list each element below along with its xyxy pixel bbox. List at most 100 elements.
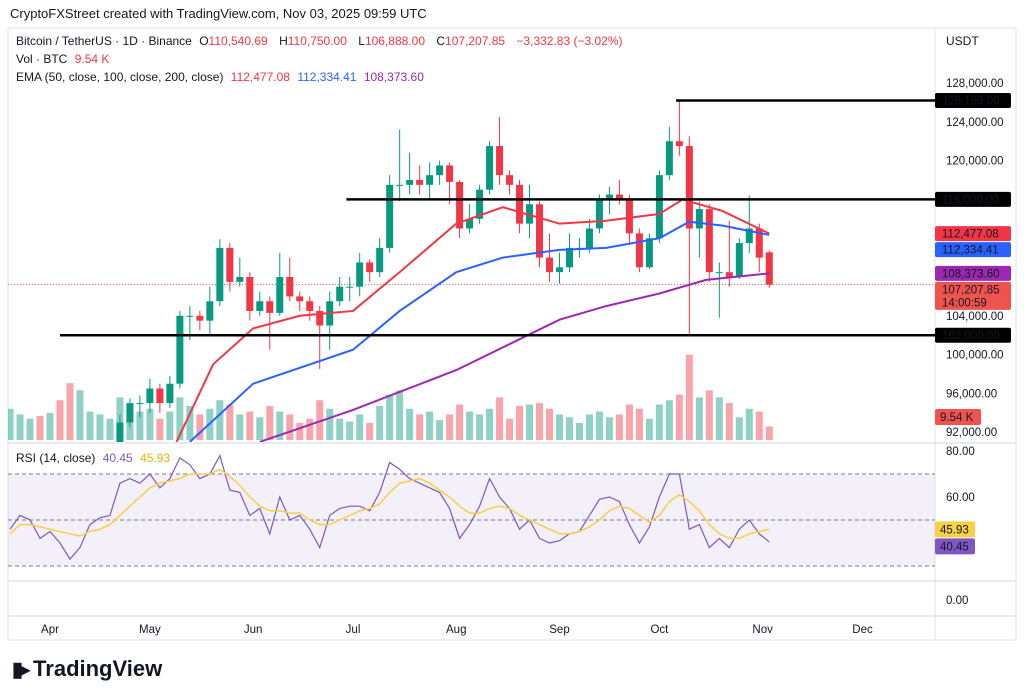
candle-body [705, 209, 713, 273]
volume-bar [146, 408, 154, 440]
symbol-legend: Bitcoin / TetherUS · 1D · Binance O110,5… [16, 34, 627, 48]
last-price-tag-bg [935, 281, 1011, 310]
volume-bar [436, 420, 444, 440]
rsi-ma-line [9, 468, 770, 540]
volume-bar [396, 390, 404, 440]
candle-body [406, 180, 414, 185]
candle-body [765, 252, 773, 285]
candle-body [206, 301, 214, 321]
candle-body [595, 199, 603, 229]
volume-bar [755, 411, 763, 440]
ema-price-tag-bg [935, 242, 1011, 258]
volume-bar [46, 413, 54, 440]
price-tick-label: 92,000.00 [946, 427, 997, 439]
chart-caption: CryptoFXStreet created with TradingView.… [10, 6, 427, 21]
ema-label[interactable]: EMA (50, close, 100, close, 200, close) [16, 70, 224, 84]
rsi-ma-tag-bg [935, 521, 975, 538]
candle-body [426, 175, 434, 185]
volume-bar [605, 417, 613, 440]
volume-bar [555, 414, 563, 440]
volume-bar [765, 426, 773, 440]
candle-body [316, 310, 324, 326]
candle-body [146, 388, 154, 404]
candle-body [635, 233, 643, 268]
open-label: O [199, 34, 209, 48]
level-price-tag-bg [935, 92, 1011, 108]
rsi-label[interactable]: RSI (14, close) [16, 451, 96, 465]
volume-bar [725, 403, 733, 440]
change-value: −3,332.83 (−3.02%) [516, 34, 623, 48]
high-value: 110,750.00 [287, 34, 347, 48]
candle-body [496, 146, 504, 176]
time-axis-label: Apr [41, 624, 59, 636]
currency-label[interactable]: USDT [946, 34, 979, 48]
volume-bar [226, 404, 234, 440]
candle-body [436, 165, 444, 176]
symbol-name[interactable]: Bitcoin / TetherUS · 1D · Binance [16, 34, 192, 48]
tradingview-logo: ▮▸ TradingView [12, 656, 162, 682]
rsi-tick-label: 60.00 [946, 492, 975, 504]
candle-body [346, 286, 354, 288]
price-tick-label: 96,000.00 [946, 388, 997, 400]
candle-body [226, 247, 234, 282]
time-axis-label: Nov [752, 624, 773, 636]
volume-bar [486, 408, 494, 440]
candle-body [456, 181, 464, 229]
candle-body [675, 141, 683, 147]
candle-body [685, 146, 693, 229]
candle-body [336, 286, 344, 302]
volume-bar [426, 411, 434, 440]
volume-bar [156, 418, 164, 440]
low-label: L [358, 34, 365, 48]
rsi-ma-tag: 45.93 [940, 524, 969, 536]
rsi-ma-value: 45.93 [140, 451, 171, 465]
level-price-tag: 126,199.00 [942, 95, 1000, 107]
volume-value: 9.54 K [74, 52, 110, 66]
candle-body [136, 403, 144, 405]
volume-bar [466, 411, 474, 440]
candle-body [725, 272, 733, 277]
candle-body [356, 262, 364, 287]
ema100-value: 112,334.41 [297, 70, 357, 84]
price-tick-label: 120,000.00 [946, 156, 1004, 168]
close-value: 107,207.85 [445, 34, 506, 48]
candle-body [665, 141, 673, 176]
ema50-value: 112,477.08 [230, 70, 290, 84]
volume-bar [585, 414, 593, 440]
candle-body [166, 383, 174, 404]
ohlc-low: L106,888.00 [358, 34, 429, 48]
volume-bar [336, 418, 344, 440]
time-axis-label: Oct [650, 624, 669, 636]
volume-bar [76, 390, 84, 440]
candle-body [506, 175, 514, 185]
volume-bar [316, 400, 324, 440]
volume-label[interactable]: Vol · BTC [16, 52, 68, 66]
volume-legend: Vol · BTC 9.54 K [16, 52, 113, 66]
volume-bar [625, 404, 633, 440]
price-tick-label: 128,000.00 [946, 78, 1004, 90]
candle-body [156, 388, 164, 404]
level-price-tag-bg [935, 191, 1011, 207]
volume-bar [456, 404, 464, 440]
volume-bar [26, 418, 34, 440]
volume-bar [446, 414, 454, 440]
volume-bar [386, 394, 394, 440]
volume-bar [306, 418, 314, 440]
volume-bar [645, 418, 653, 440]
time-axis-label: May [139, 624, 161, 636]
volume-tag-bg [935, 409, 981, 425]
volume-bar [376, 405, 384, 440]
candle-body [745, 228, 753, 244]
logo-text: TradingView [33, 656, 163, 681]
price-tick-label: 104,000.00 [946, 311, 1004, 323]
candle-body [266, 301, 274, 313]
candle-body [516, 184, 524, 224]
volume-bar [675, 394, 683, 440]
candle-body [116, 422, 124, 442]
rsi-tick-label: 0.00 [946, 595, 968, 607]
time-axis-label: Dec [852, 624, 873, 636]
volume-bar [36, 415, 44, 440]
volume-bar [56, 400, 64, 440]
volume-tag: 9.54 K [940, 412, 974, 424]
